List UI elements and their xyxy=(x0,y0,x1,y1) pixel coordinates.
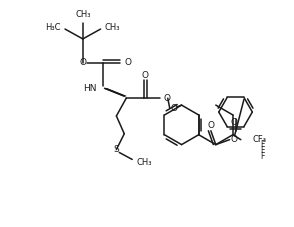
Text: O: O xyxy=(79,58,86,67)
Text: O: O xyxy=(164,94,171,103)
Text: O: O xyxy=(207,121,214,130)
Text: CH₃: CH₃ xyxy=(75,10,91,19)
Text: CH₃: CH₃ xyxy=(105,22,120,32)
Text: CH₃: CH₃ xyxy=(136,158,152,167)
Text: S: S xyxy=(113,145,119,154)
Text: F: F xyxy=(260,146,265,155)
Text: O: O xyxy=(230,135,237,144)
Text: O: O xyxy=(141,71,148,80)
Text: O: O xyxy=(124,58,131,67)
Text: F: F xyxy=(260,152,265,161)
Text: O: O xyxy=(170,104,177,113)
Text: HN: HN xyxy=(83,84,97,93)
Text: H₃C: H₃C xyxy=(46,22,61,32)
Text: O: O xyxy=(230,118,237,127)
Text: F: F xyxy=(260,140,265,149)
Text: CF₃: CF₃ xyxy=(253,135,267,144)
